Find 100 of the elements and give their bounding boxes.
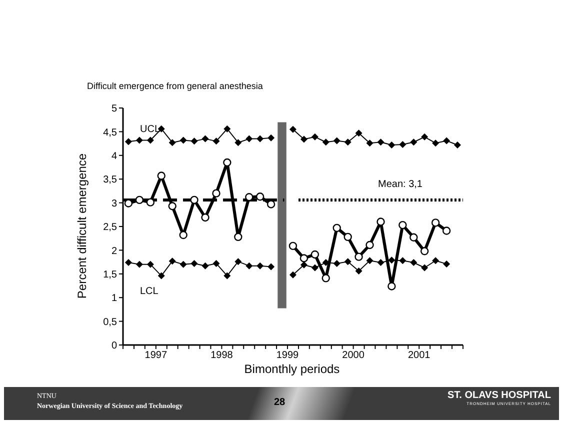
point <box>266 200 276 208</box>
point <box>300 136 308 143</box>
chart-title: Difficult emergence from general anesthesia <box>87 81 263 91</box>
point <box>224 125 231 132</box>
point <box>410 259 418 266</box>
point <box>398 220 407 230</box>
point <box>388 141 396 148</box>
point <box>355 130 362 137</box>
point <box>168 202 176 210</box>
point <box>366 257 374 264</box>
point <box>300 261 308 268</box>
point <box>180 136 187 144</box>
x-tick-label: 1999 <box>276 350 300 362</box>
point <box>310 250 320 259</box>
point <box>223 158 232 167</box>
point <box>135 196 144 204</box>
point <box>289 126 296 133</box>
point <box>146 136 154 144</box>
point <box>202 262 209 270</box>
y-tick-label: 5 <box>111 104 118 115</box>
point <box>311 133 318 140</box>
y-tick-label: 4,5 <box>103 127 118 138</box>
point <box>179 230 188 240</box>
point <box>136 260 143 268</box>
point <box>234 232 242 242</box>
point <box>333 260 340 267</box>
annotation: LCL <box>140 286 158 297</box>
point <box>454 141 461 148</box>
text: ST. OLAVS HOSPITAL <box>447 390 551 401</box>
y-tick-label: 4 <box>111 150 118 162</box>
point <box>354 252 363 261</box>
point <box>377 138 384 146</box>
point <box>158 272 165 280</box>
x-tick-label: 2001 <box>408 350 431 362</box>
point <box>344 232 352 242</box>
x-tick-label: 1998 <box>210 350 234 362</box>
point <box>246 262 253 270</box>
y-tick-label: 2,5 <box>103 222 118 234</box>
point <box>399 141 406 148</box>
point <box>344 258 352 266</box>
text: 28 <box>274 397 286 408</box>
point <box>366 240 374 250</box>
point <box>212 189 220 198</box>
point <box>288 242 298 250</box>
point <box>376 218 385 226</box>
point <box>311 264 318 272</box>
y-tick-label: 1 <box>111 293 118 304</box>
point <box>212 260 220 267</box>
point <box>268 134 275 142</box>
point <box>224 272 231 280</box>
x-tick-label: 2000 <box>342 350 365 362</box>
point <box>268 263 275 270</box>
point <box>410 233 418 242</box>
point <box>442 226 451 235</box>
point <box>322 138 330 146</box>
point <box>124 259 132 266</box>
y-tick-label: 1,5 <box>103 269 118 280</box>
point <box>157 172 166 180</box>
point <box>399 257 406 264</box>
point <box>146 260 154 268</box>
point <box>212 138 220 145</box>
y-tick-label: 3 <box>111 198 118 210</box>
y-tick-label: 0 <box>111 340 118 352</box>
point <box>124 199 133 208</box>
point <box>146 198 155 206</box>
point <box>355 268 362 275</box>
x-tick-label: 1997 <box>144 350 168 362</box>
point <box>388 282 396 290</box>
point <box>168 258 176 265</box>
point <box>201 213 210 222</box>
point <box>124 138 132 146</box>
point <box>421 133 428 140</box>
point <box>388 256 396 264</box>
point <box>256 135 264 142</box>
y-tick-label: 2 <box>111 246 118 257</box>
point <box>421 264 428 272</box>
point <box>136 136 143 144</box>
point <box>190 260 198 267</box>
point <box>366 140 374 147</box>
x-axis-title: Bimonthly periods <box>244 362 340 376</box>
point <box>410 138 418 146</box>
point <box>332 224 341 232</box>
y-axis-title: Percent difficult emergence <box>75 153 89 299</box>
point <box>234 258 242 266</box>
point <box>180 260 187 268</box>
point <box>190 196 198 204</box>
y-tick-label: 3,5 <box>103 174 118 186</box>
point <box>432 257 440 264</box>
y-tick-label: 0,5 <box>103 316 118 328</box>
point <box>190 138 198 145</box>
point <box>344 138 352 146</box>
point <box>234 139 242 146</box>
point <box>246 135 253 142</box>
annotation: Mean: 3,1 <box>378 179 422 190</box>
point <box>322 274 330 282</box>
point <box>431 218 440 227</box>
point <box>432 140 440 147</box>
point <box>443 137 450 144</box>
point <box>256 262 264 270</box>
point <box>377 259 384 266</box>
